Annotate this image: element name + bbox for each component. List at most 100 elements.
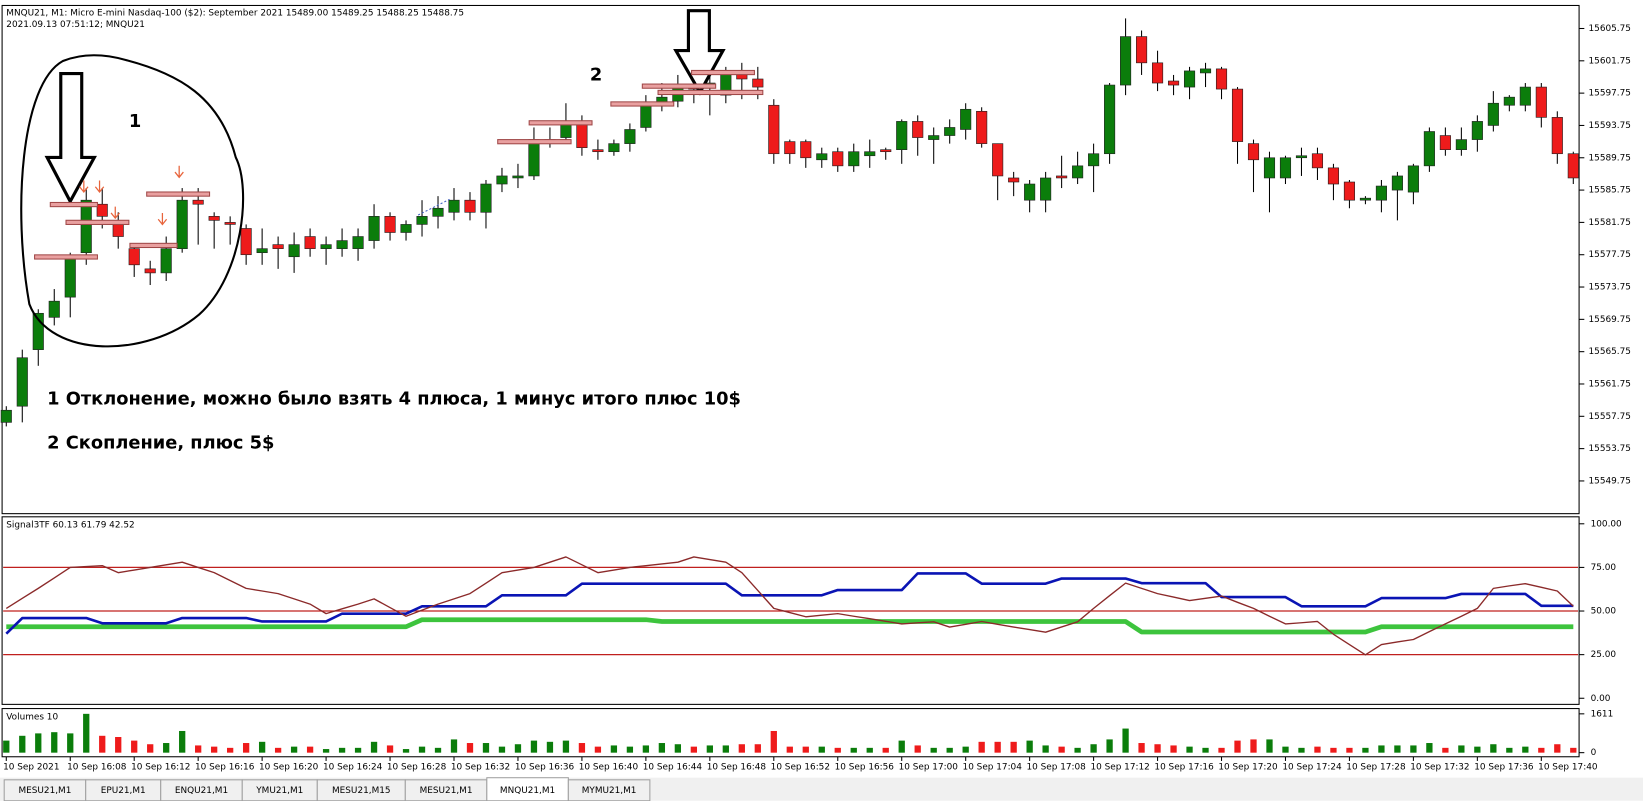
- candle-body: [512, 175, 524, 179]
- candle-body: [272, 244, 284, 249]
- tab-label[interactable]: MYMU21,M1: [582, 786, 637, 796]
- tab-label[interactable]: MESU21,M15: [332, 786, 391, 796]
- volume-bar: [1122, 728, 1129, 753]
- arrow-1: [44, 72, 97, 205]
- volume-bar: [131, 740, 138, 753]
- volume-bar: [1138, 743, 1145, 753]
- candle-body: [1024, 183, 1036, 201]
- volume-bar: [690, 746, 697, 753]
- price-label: 15561.75: [1589, 379, 1631, 389]
- candle-body: [1120, 36, 1132, 86]
- candle-body: [944, 127, 956, 136]
- volume-bar: [738, 744, 745, 753]
- tab-label[interactable]: EPU21,M1: [101, 786, 146, 796]
- candle-body: [1008, 177, 1020, 183]
- volume-bar: [370, 741, 378, 753]
- tab-label[interactable]: YMU21,M1: [255, 786, 303, 796]
- volume-bar: [1010, 741, 1017, 753]
- volume-bar: [83, 713, 90, 753]
- tab-label[interactable]: ENQU21,M1: [175, 786, 228, 796]
- time-label: 10 Sep 16:28: [387, 763, 447, 773]
- volume-bar: [354, 747, 362, 753]
- volume-bar: [898, 740, 905, 753]
- volume-bar: [1554, 744, 1561, 753]
- time-label: 10 Sep 16:16: [195, 763, 255, 773]
- tab-label[interactable]: MNQU21,M1: [500, 786, 555, 796]
- volume-bar: [1250, 739, 1257, 753]
- volume-bar: [290, 746, 298, 753]
- volume-bar: [1394, 745, 1401, 753]
- candle-body: [32, 312, 44, 350]
- volume-bar: [706, 745, 713, 753]
- indicator-line: [5, 556, 1574, 656]
- symbol-header: MNQU21, M1: Micro E-mini Nasdaq-100 ($2)…: [6, 8, 464, 18]
- volume-bar: [1202, 747, 1209, 753]
- price-label: 15573.75: [1589, 283, 1631, 293]
- candle-body: [1199, 68, 1212, 74]
- volume-bar: [115, 737, 122, 753]
- candle-body: [880, 149, 892, 153]
- indicator-label: 100.00: [1591, 519, 1622, 529]
- volume-bar: [850, 747, 857, 753]
- signal-arrow: [94, 180, 105, 193]
- candle-body: [160, 248, 172, 274]
- volume-bar: [67, 733, 74, 753]
- candle-body: [1471, 121, 1483, 140]
- indicator-title: Signal3TF 60.13 61.79 42.52: [6, 521, 134, 531]
- candle-body: [640, 102, 652, 128]
- level-rects: [34, 69, 764, 260]
- candle-body: [784, 141, 796, 155]
- signal-arrow: [79, 180, 89, 193]
- candle-body: [608, 143, 620, 153]
- candle-body: [816, 153, 828, 161]
- candle-body: [64, 256, 76, 298]
- candle-body: [1391, 175, 1403, 191]
- candle-body: [176, 199, 188, 249]
- volume-bar: [450, 739, 458, 753]
- price-label: 15605.75: [1589, 24, 1631, 34]
- candle-body: [800, 141, 812, 159]
- volume-bar: [1074, 747, 1081, 753]
- tab-label[interactable]: MESU21,M1: [420, 786, 473, 796]
- volume-bar: [722, 745, 729, 753]
- level-rect: [497, 139, 572, 145]
- volume-bar: [418, 746, 426, 753]
- indicator-line: [5, 572, 1574, 635]
- candle-body: [1487, 102, 1499, 126]
- level-rect: [49, 201, 98, 208]
- volume-bar: [258, 741, 266, 753]
- volume-bar: [227, 747, 234, 753]
- candle-body: [976, 110, 988, 144]
- signal-arrow: [174, 165, 184, 179]
- candle-body: [384, 216, 396, 233]
- annotation: 2 Скопление, плюс 5$: [47, 432, 274, 453]
- candle-body: [592, 149, 604, 153]
- main-frame: [1, 4, 1580, 515]
- annotation: 2: [590, 65, 602, 86]
- volume-bar: [242, 743, 250, 753]
- candle-body: [1455, 139, 1467, 151]
- candle-body: [1407, 165, 1419, 193]
- time-label: 10 Sep 17:36: [1474, 763, 1534, 773]
- tab-label[interactable]: MESU21,M1: [18, 786, 71, 796]
- volume-bar: [1314, 746, 1321, 753]
- price-label: 15585.75: [1589, 186, 1631, 196]
- time-label: 10 Sep 16:24: [323, 763, 383, 773]
- volume-bar: [1378, 745, 1385, 753]
- candle-body: [128, 248, 140, 266]
- volume-bar: [866, 747, 873, 753]
- candle-body: [400, 224, 412, 233]
- candle-body: [1152, 62, 1164, 84]
- candle-body: [1279, 157, 1292, 179]
- time-label: 10 Sep 16:56: [835, 763, 895, 773]
- indicator-label: 25.00: [1591, 650, 1617, 660]
- price-label: 15581.75: [1589, 218, 1631, 228]
- level-rect: [610, 101, 675, 107]
- time-label: 10 Sep 17:04: [963, 763, 1023, 773]
- candle-body: [1088, 153, 1100, 167]
- volume-bar: [179, 730, 186, 753]
- volume-bar: [1362, 747, 1369, 753]
- candle-body: [448, 199, 460, 213]
- indicator-label: 0.00: [1591, 694, 1611, 704]
